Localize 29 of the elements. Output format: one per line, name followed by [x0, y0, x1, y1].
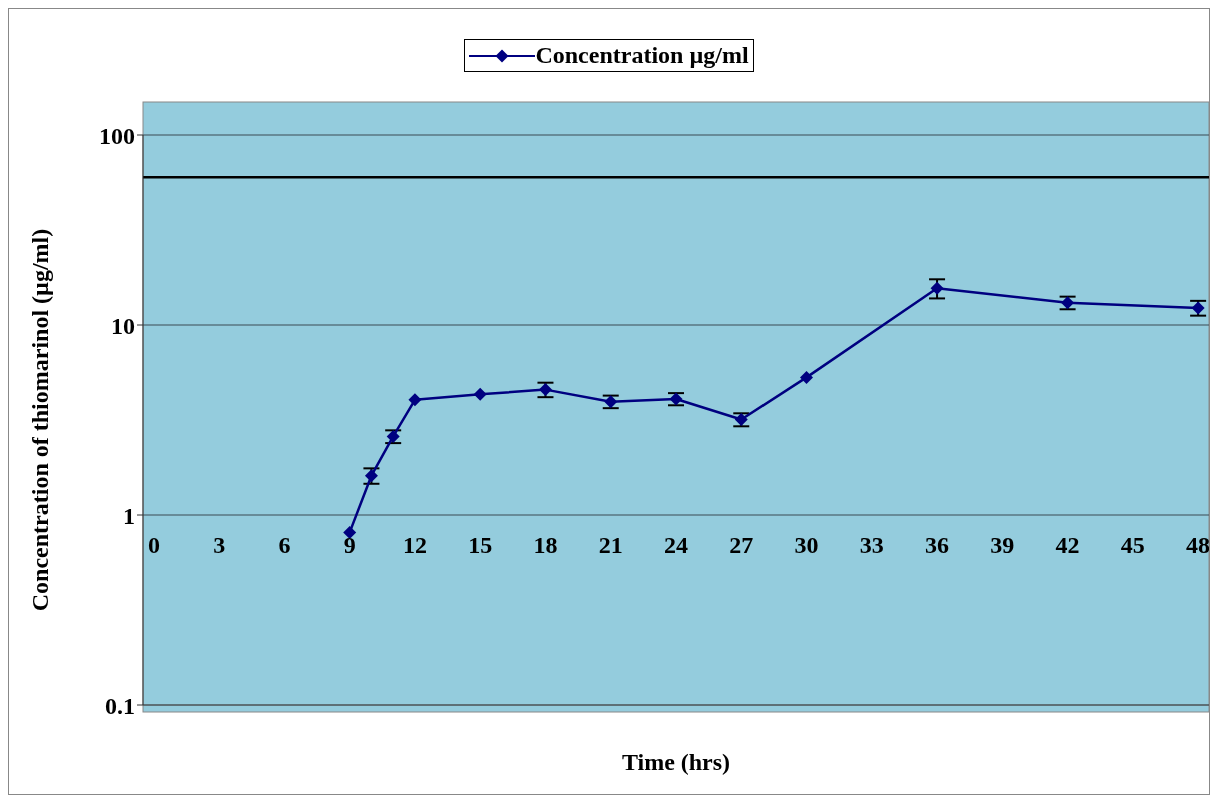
- legend-label: Concentration µg/ml: [535, 42, 749, 69]
- y-tick-label: 100: [99, 122, 135, 149]
- x-tick-label: 21: [598, 532, 623, 558]
- x-tick-label: 15: [468, 532, 493, 558]
- y-tick-label: 1: [123, 502, 135, 529]
- y-tick-label: 0.1: [105, 692, 135, 719]
- x-tick-label: 30: [794, 532, 819, 558]
- x-tick-label: 6: [278, 532, 291, 558]
- y-tick-label: 10: [111, 312, 135, 339]
- point: [800, 370, 814, 384]
- x-axis-title: Time (hrs): [621, 749, 731, 775]
- x-tick-label: 0: [147, 532, 160, 558]
- point: [473, 387, 487, 401]
- x-tick-label: 24: [664, 532, 688, 558]
- x-tick-label: 48: [1186, 532, 1211, 558]
- point: [930, 281, 944, 295]
- x-tick-label: 18: [533, 532, 558, 558]
- x-tick-label: 33: [859, 532, 884, 558]
- x-tick-label: 36: [925, 532, 950, 558]
- point: [408, 393, 422, 407]
- y-axis-title: Concentration of thiomarinol (µg/ml): [26, 228, 53, 612]
- x-tick-label: 27: [729, 532, 754, 558]
- x-tick-label: 42: [1055, 532, 1080, 558]
- x-tick-label: 3: [213, 532, 226, 558]
- x-tick-label: 45: [1120, 532, 1145, 558]
- x-tick-label: 9: [343, 532, 356, 558]
- x-tick-label: 12: [402, 532, 427, 558]
- point: [343, 525, 357, 539]
- x-tick-label: 39: [990, 532, 1015, 558]
